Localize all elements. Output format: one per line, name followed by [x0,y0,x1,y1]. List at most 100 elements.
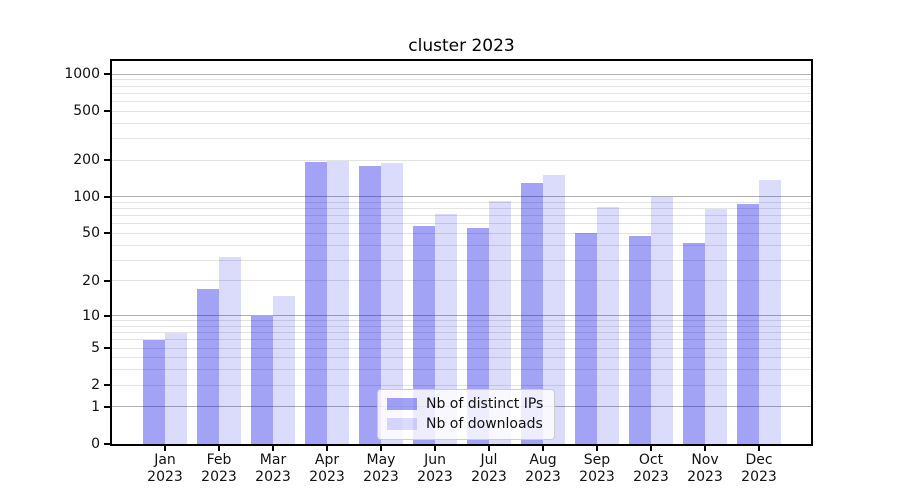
y-tick-label: 10 [82,307,100,324]
legend-label-downloads: Nb of downloads [426,416,543,432]
bar-distinct-ips [197,289,219,444]
legend-item-downloads: Nb of downloads [387,416,543,432]
bar-downloads [597,207,619,444]
gridline-major [112,73,811,75]
bar-downloads [273,295,295,444]
gridline-minor [112,215,811,217]
gridline-minor [112,122,811,124]
bar-downloads [327,161,349,444]
bar-downloads [705,208,727,444]
bar-downloads [651,196,673,444]
gridline-minor [112,232,811,234]
y-tick-label: 0 [91,436,100,452]
x-tick [272,445,274,451]
bar-downloads [381,163,403,444]
x-tick-label: Aug 2023 [525,452,561,485]
y-tick [104,279,110,282]
bar-downloads [219,256,241,444]
bar-distinct-ips [143,339,165,444]
x-tick [164,445,166,451]
gridline-minor [112,259,811,261]
x-tick-label: Mar 2023 [255,452,291,485]
x-tick [488,445,490,451]
x-tick-label: Nov 2023 [687,452,723,485]
bar-distinct-ips [305,162,327,444]
y-tick-label: 1 [91,398,100,415]
y-tick [104,443,110,445]
y-tick [104,110,110,113]
gridline-major [112,315,811,317]
x-tick [326,445,328,451]
gridline-minor [112,244,811,246]
gridline-minor [112,357,811,359]
y-tick [104,73,110,76]
x-tick [218,445,220,451]
gridline-minor [112,320,811,322]
y-tick [104,195,110,198]
y-tick-label: 500 [73,103,100,120]
gridline-minor [112,159,811,161]
y-tick [104,232,110,235]
bar-distinct-ips [521,182,543,444]
y-tick-label: 200 [73,152,100,169]
x-tick [704,445,706,451]
y-tick [104,314,110,317]
gridline-minor [112,100,811,102]
bar-distinct-ips [683,242,705,444]
gridline-minor [112,79,811,81]
bar-distinct-ips [737,203,759,444]
gridline-minor [112,208,811,210]
x-tick [596,445,598,451]
legend-item-distinct-ips: Nb of distinct IPs [387,396,543,412]
y-tick-label: 20 [82,272,100,289]
x-tick-label: Feb 2023 [201,452,237,485]
x-tick-label: May 2023 [363,452,399,485]
gridline-minor [112,325,811,327]
gridline-minor [112,223,811,225]
bar-downloads [165,332,187,444]
bar-downloads [435,214,457,444]
y-tick-label: 2 [91,377,100,394]
bar-distinct-ips [629,235,651,444]
x-tick-label: Sep 2023 [579,452,615,485]
gridline-minor [112,110,811,112]
x-tick-label: Jan 2023 [147,452,183,485]
bar-distinct-ips [251,315,273,444]
gridline-minor [112,92,811,94]
x-tick-label: Apr 2023 [309,452,345,485]
x-tick-label: Oct 2023 [633,452,669,485]
x-tick-label: Dec 2023 [741,452,777,485]
legend-label-distinct-ips: Nb of distinct IPs [426,396,544,412]
x-tick-label: Jul 2023 [471,452,507,485]
x-tick [758,445,760,451]
y-tick-label: 1000 [64,66,100,83]
bar-downloads [543,175,565,444]
legend-swatch-downloads [387,418,417,430]
x-tick [650,445,652,451]
bar-downloads [759,180,781,444]
plot-area [110,59,813,446]
x-tick [434,445,436,451]
gridline-minor [112,369,811,371]
gridline-minor [112,85,811,87]
x-tick [380,445,382,451]
y-tick-label: 5 [91,340,100,357]
y-tick [104,159,110,162]
y-tick-label: 50 [82,225,100,242]
x-tick-label: Jun 2023 [417,452,453,485]
chart-title: cluster 2023 [408,36,515,56]
y-tick [104,347,110,350]
gridline-minor [112,137,811,139]
gridline-minor [112,332,811,334]
y-tick [104,384,110,387]
gridline-minor [112,384,811,386]
gridline-minor [112,201,811,203]
bar-downloads [489,200,511,444]
y-tick-label: 100 [73,188,100,205]
gridline-minor [112,347,811,349]
bar-distinct-ips [575,233,597,444]
gridline-minor [112,339,811,341]
y-tick [104,405,110,408]
legend: Nb of distinct IPs Nb of downloads [377,389,556,440]
